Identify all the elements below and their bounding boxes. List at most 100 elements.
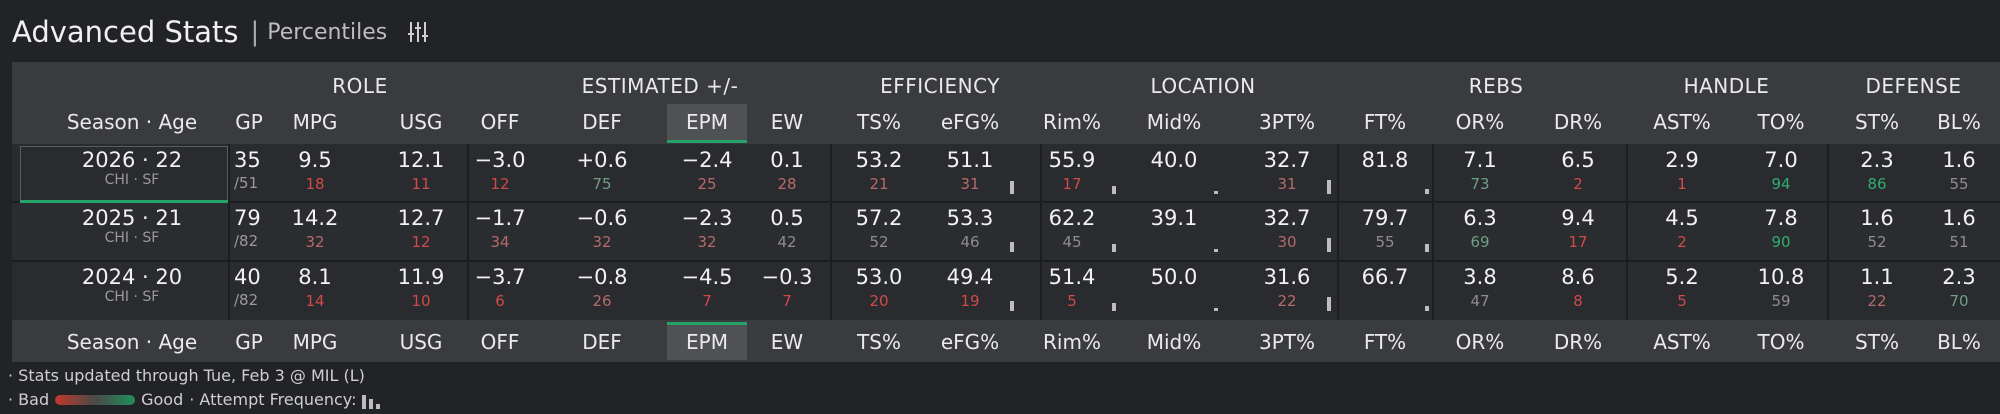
column-header[interactable]: Season · Age [66, 110, 198, 134]
column-footer[interactable]: Rim% [1043, 330, 1101, 354]
column-header[interactable]: OR% [1455, 110, 1505, 134]
table-footer-header [12, 320, 2000, 362]
stat-value: 4.5 [1665, 206, 1699, 230]
column-header[interactable]: AST% [1653, 110, 1711, 134]
legend: · Bad Good · Attempt Frequency: [8, 390, 383, 409]
stat-value: 66.7 [1361, 265, 1409, 289]
table-row[interactable] [12, 202, 2000, 260]
column-header[interactable]: TO% [1757, 110, 1805, 134]
stat-percentile: 86 [1867, 175, 1887, 193]
column-footer[interactable]: EPM [686, 330, 728, 354]
column-footer[interactable]: GP [235, 330, 263, 354]
stat-percentile: 26 [592, 292, 612, 310]
column-header[interactable]: 3PT% [1258, 110, 1315, 134]
stat-percentile: 94 [1771, 175, 1791, 193]
column-footer[interactable]: FT% [1363, 330, 1407, 354]
column-header[interactable]: GP [235, 110, 263, 134]
column-header[interactable]: ST% [1855, 110, 1899, 134]
group-header: DEFENSE [1865, 74, 1962, 98]
legend-bad-label: · Bad [8, 390, 50, 409]
season-age[interactable]: 2026 · 22 [81, 148, 183, 172]
stat-value: 7.1 [1463, 148, 1497, 172]
advanced-stats-table: ROLE ESTIMATED +/- EFFICIENCY LOCATION REBS H… [12, 62, 2000, 362]
column-header[interactable]: MPG [292, 110, 338, 134]
stat-percentile: 70 [1949, 292, 1969, 310]
stat-value: 12.1 [397, 148, 445, 172]
sliders-icon[interactable] [405, 19, 431, 45]
column-footer[interactable]: Season · Age [66, 330, 198, 354]
title-separator: | [250, 17, 260, 47]
games-total: /82 [234, 291, 259, 309]
stat-percentile: 10 [411, 292, 431, 310]
legend-frequency-label: · Attempt Frequency: [189, 390, 357, 409]
stat-value: 50.0 [1150, 265, 1198, 289]
group-header: EFFICIENCY [880, 74, 1000, 98]
attempt-frequency-bar [1425, 306, 1429, 311]
stat-percentile: 52 [869, 233, 889, 251]
column-footer[interactable]: OR% [1455, 330, 1505, 354]
column-footer[interactable]: OFF [480, 330, 520, 354]
column-header[interactable]: Mid% [1146, 110, 1202, 134]
column-footer[interactable]: USG [399, 330, 443, 354]
stat-value: 9.4 [1561, 206, 1595, 230]
column-footer[interactable]: DR% [1553, 330, 1603, 354]
column-header[interactable]: EPM [686, 110, 728, 134]
stat-percentile: 31 [960, 175, 980, 193]
row-divider [12, 260, 2000, 262]
stat-value: −0.3 [761, 265, 813, 289]
column-divider [1432, 144, 1434, 320]
column-header[interactable]: DEF [582, 110, 622, 134]
column-header[interactable]: USG [399, 110, 443, 134]
column-footer[interactable]: AST% [1653, 330, 1711, 354]
stat-value: 8.6 [1561, 265, 1595, 289]
games-played: 40 [234, 265, 261, 289]
column-footer[interactable]: 3PT% [1258, 330, 1315, 354]
stat-value: −0.6 [576, 206, 628, 230]
column-footer[interactable]: BL% [1937, 330, 1981, 354]
column-footer[interactable]: DEF [582, 330, 622, 354]
selected-row-outline [20, 146, 228, 202]
stat-percentile: 51 [1949, 233, 1969, 251]
stat-value: 7.8 [1764, 206, 1798, 230]
attempt-frequency-bar [1112, 244, 1116, 252]
highlight-epm-footer [667, 324, 747, 360]
column-footer[interactable]: eFG% [940, 330, 1000, 354]
column-footer[interactable]: EW [770, 330, 804, 354]
stat-value: 53.0 [855, 265, 903, 289]
team-position: CHI · SF [104, 230, 160, 246]
legend-gradient [55, 394, 136, 405]
stat-value: 40.0 [1150, 148, 1198, 172]
column-footer[interactable]: TO% [1757, 330, 1805, 354]
column-header[interactable]: OFF [480, 110, 520, 134]
column-header[interactable]: DR% [1553, 110, 1603, 134]
column-header[interactable]: TS% [857, 110, 901, 134]
group-header: ESTIMATED +/- [581, 74, 739, 98]
column-header[interactable]: BL% [1937, 110, 1981, 134]
highlight-epm-header-underline [667, 140, 747, 143]
stat-percentile: 6 [495, 292, 505, 310]
column-header[interactable]: eFG% [940, 110, 1000, 134]
stat-value: −2.4 [681, 148, 733, 172]
column-header[interactable]: FT% [1363, 110, 1407, 134]
season-age[interactable]: 2025 · 21 [81, 206, 183, 230]
team-position: CHI · SF [104, 172, 160, 188]
column-footer[interactable]: MPG [292, 330, 338, 354]
stat-percentile: 21 [869, 175, 889, 193]
stat-percentile: 7 [782, 292, 792, 310]
column-footer[interactable]: TS% [857, 330, 901, 354]
stat-value: 55.9 [1048, 148, 1096, 172]
stat-percentile: 19 [960, 292, 980, 310]
column-header[interactable]: EW [770, 110, 804, 134]
stat-value: 0.1 [770, 148, 804, 172]
season-age[interactable]: 2024 · 20 [81, 265, 183, 289]
stat-value: 10.8 [1757, 265, 1805, 289]
stat-value: 9.5 [298, 148, 332, 172]
column-footer[interactable]: ST% [1855, 330, 1899, 354]
stat-value: 6.3 [1463, 206, 1497, 230]
stat-percentile: 25 [697, 175, 717, 193]
stat-percentile: 46 [960, 233, 980, 251]
column-header[interactable]: Rim% [1043, 110, 1101, 134]
stat-percentile: 22 [1277, 292, 1297, 310]
attempt-frequency-bar [1214, 308, 1218, 311]
column-footer[interactable]: Mid% [1146, 330, 1202, 354]
